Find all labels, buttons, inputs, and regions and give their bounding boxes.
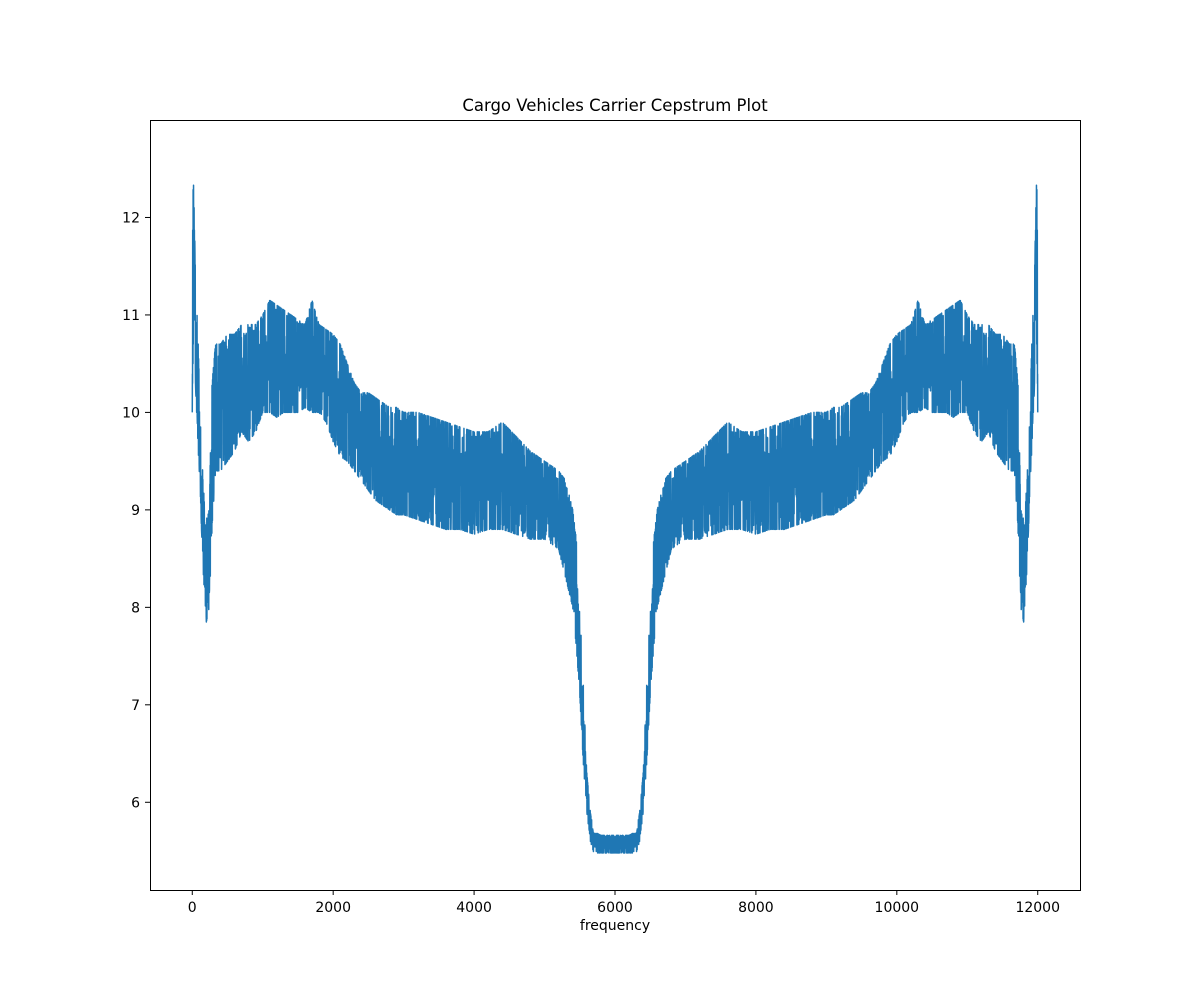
x-axis: 0 2000 4000 6000 8000 10000 12000 (188, 890, 1060, 916)
y-axis: 6 7 8 9 10 11 12 (122, 210, 150, 811)
y-tick-label: 7 (131, 698, 140, 714)
x-tick-label: 12000 (1015, 900, 1060, 916)
y-tick-label: 9 (131, 503, 140, 519)
chart-title: Cargo Vehicles Carrier Cepstrum Plot (462, 96, 768, 115)
x-tick-label: 6000 (597, 900, 633, 916)
y-tick-label: 8 (131, 600, 140, 616)
series-line (191, 184, 1039, 854)
y-tick-label: 10 (122, 405, 140, 421)
y-tick-label: 11 (122, 308, 140, 324)
x-tick-label: 2000 (315, 900, 351, 916)
x-tick-label: 8000 (738, 900, 774, 916)
x-tick-label: 10000 (875, 900, 920, 916)
plot-area (191, 184, 1039, 854)
y-tick-label: 12 (122, 210, 140, 226)
y-tick-label: 6 (131, 795, 140, 811)
x-tick-label: 0 (188, 900, 197, 916)
x-axis-label: frequency (580, 918, 650, 934)
x-tick-label: 4000 (456, 900, 492, 916)
